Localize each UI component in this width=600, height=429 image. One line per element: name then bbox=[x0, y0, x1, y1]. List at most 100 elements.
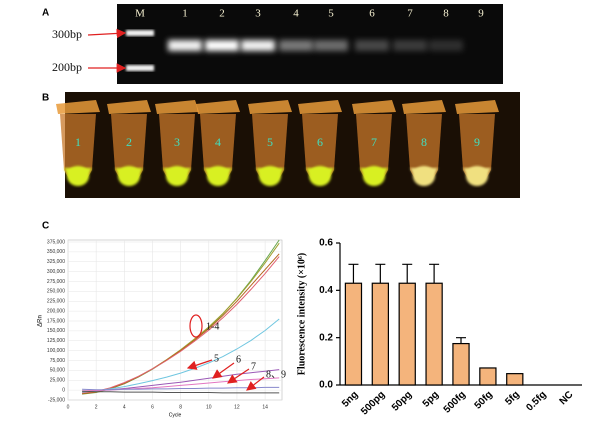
x-tick-label: 12 bbox=[234, 404, 240, 410]
lane-label: 2 bbox=[219, 8, 225, 20]
tube-body bbox=[252, 114, 288, 184]
error-bar bbox=[402, 263, 413, 284]
y-tick-label: 50,000 bbox=[50, 368, 66, 374]
error-bar bbox=[429, 263, 440, 284]
x-tick-label: 50pg bbox=[390, 389, 414, 413]
tube-body bbox=[302, 114, 338, 184]
lane-label: 6 bbox=[369, 8, 375, 20]
y-tick-label: 275,000 bbox=[47, 279, 65, 285]
tube-liquid bbox=[309, 166, 331, 186]
tube-label: 4 bbox=[215, 135, 221, 149]
y-tick-label: 250,000 bbox=[47, 289, 65, 295]
line bbox=[82, 253, 280, 395]
y-tick-label: 225,000 bbox=[47, 299, 65, 305]
panel-label: B bbox=[42, 93, 49, 104]
tube-liquid bbox=[259, 166, 281, 186]
y-tick-label: 100,000 bbox=[47, 348, 65, 354]
bar bbox=[398, 282, 416, 386]
plot-area bbox=[67, 239, 283, 401]
lane-label: 4 bbox=[293, 8, 299, 20]
tube-body bbox=[111, 114, 147, 184]
annotation: 1-4 bbox=[206, 321, 219, 332]
band bbox=[429, 40, 463, 51]
marker-label: 300bp bbox=[52, 27, 82, 41]
y-tick-label: 300,000 bbox=[47, 269, 65, 275]
tubes: 1 2 3 4 5 6 7 8 9 bbox=[56, 100, 499, 186]
tube-cap bbox=[455, 100, 499, 114]
annotation: 5 bbox=[214, 353, 219, 364]
ladder-band bbox=[126, 65, 154, 71]
y-tick-label: 25,000 bbox=[50, 378, 66, 384]
x-tick-label: 4 bbox=[123, 404, 126, 410]
lane-label: 3 bbox=[255, 8, 261, 20]
x-tick-label: 50fg bbox=[473, 389, 495, 411]
annotation-arrow bbox=[212, 362, 235, 379]
lane-label: 5 bbox=[328, 8, 334, 20]
tube-cap bbox=[56, 100, 100, 114]
band bbox=[205, 40, 239, 51]
tube-liquid bbox=[207, 166, 229, 186]
tube-label: 8 bbox=[421, 135, 427, 149]
bar bbox=[344, 282, 363, 386]
tube-label: 3 bbox=[174, 135, 180, 149]
ladder-band bbox=[126, 30, 154, 36]
annotation-arrow bbox=[246, 376, 265, 391]
marker-label: 200bp bbox=[52, 60, 82, 74]
gel: M 1 2 3 4 5 6 7 8 9 300bp 200bp bbox=[52, 8, 484, 74]
x-tick-label: 500fg bbox=[442, 389, 468, 415]
band bbox=[314, 40, 348, 51]
tube-cap bbox=[107, 100, 151, 114]
lane-label: M bbox=[135, 8, 145, 20]
annotation: 7 bbox=[251, 361, 256, 372]
x-tick-label: 10 bbox=[206, 404, 212, 410]
tube-label: 6 bbox=[317, 135, 323, 149]
y-tick-label: 150,000 bbox=[47, 328, 65, 334]
tube-liquid bbox=[166, 166, 188, 186]
tube-label: 9 bbox=[474, 135, 480, 149]
tube-body bbox=[60, 114, 96, 184]
annotation: 6 bbox=[236, 354, 241, 365]
y-tick-label: 200,000 bbox=[47, 308, 65, 314]
error-bar bbox=[348, 263, 359, 284]
x-tick-label: 6 bbox=[151, 404, 154, 410]
tube-cap bbox=[196, 100, 240, 114]
annotation-arrow bbox=[186, 359, 213, 370]
y-tick-label: 75,000 bbox=[50, 358, 66, 364]
x-tick-label: 5pg bbox=[421, 389, 441, 409]
x-tick-label: 5ng bbox=[340, 389, 360, 409]
line bbox=[82, 390, 280, 394]
y-tick-label: 0 bbox=[62, 387, 65, 393]
error-bar bbox=[456, 337, 466, 344]
tube-body bbox=[459, 114, 495, 184]
band bbox=[279, 40, 313, 51]
x-tick-label: 8 bbox=[179, 404, 182, 410]
tube-label: 7 bbox=[371, 135, 377, 149]
y-tick-label: 350,000 bbox=[47, 249, 65, 255]
y-tick-label: 175,000 bbox=[47, 318, 65, 324]
x-tick-label: 500pg bbox=[359, 389, 387, 417]
tube-cap bbox=[402, 100, 446, 114]
tube-cap bbox=[155, 100, 199, 114]
line bbox=[82, 318, 280, 393]
x-tick-label: 0.5fg bbox=[524, 389, 548, 413]
tube-cap bbox=[352, 100, 396, 114]
y-tick-label: -25,000 bbox=[48, 397, 65, 403]
tube-body bbox=[159, 114, 195, 184]
tube-label: 5 bbox=[267, 135, 273, 149]
lane-label: 1 bbox=[182, 8, 188, 20]
band bbox=[241, 40, 275, 51]
y-tick-label: 325,000 bbox=[47, 259, 65, 265]
panel-label: A bbox=[42, 8, 49, 19]
annotation-arrow bbox=[227, 368, 250, 384]
tube-liquid bbox=[413, 166, 435, 186]
bar bbox=[452, 342, 470, 386]
bar bbox=[425, 282, 443, 386]
tube-liquid bbox=[67, 166, 89, 186]
tube-liquid bbox=[118, 166, 140, 186]
tube-label: 1 bbox=[75, 135, 81, 149]
annotation: 8、9 bbox=[266, 369, 286, 380]
tube-liquid bbox=[363, 166, 385, 186]
marker-arrow bbox=[87, 28, 127, 39]
